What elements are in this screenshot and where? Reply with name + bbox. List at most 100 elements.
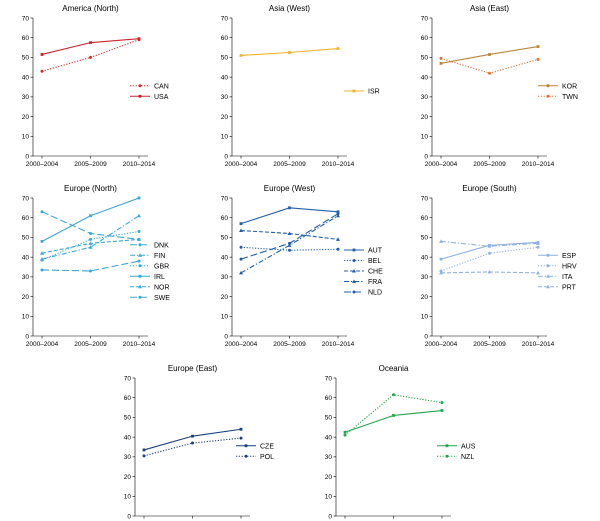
y-tick-label: 60 <box>22 35 30 42</box>
data-point <box>336 212 340 216</box>
series-aut <box>239 206 340 226</box>
y-tick-label: 30 <box>124 454 132 461</box>
series-pol <box>142 436 243 458</box>
legend: CAN USA <box>130 83 169 101</box>
x-tick-label: 2005–2009 <box>273 341 306 348</box>
legend-marker <box>138 274 142 278</box>
data-point <box>336 47 340 50</box>
legend-label: HRV <box>562 263 577 270</box>
data-point <box>40 251 44 255</box>
y-tick-label: 70 <box>22 15 30 22</box>
data-point <box>89 231 92 235</box>
y-tick-label: 0 <box>25 153 29 160</box>
x-tick-label: 2000–2004 <box>225 161 258 168</box>
y-tick-label: 70 <box>221 15 229 22</box>
legend-marker <box>546 253 550 257</box>
data-point <box>142 454 146 458</box>
legend: AUS NZL <box>437 443 476 461</box>
y-tick-label: 10 <box>22 314 30 321</box>
x-tick-label: 2005–2009 <box>74 161 107 168</box>
series-gbr <box>40 230 141 262</box>
y-tick-label: 70 <box>22 195 30 202</box>
y-tick-label: 20 <box>325 474 333 481</box>
y-tick-label: 0 <box>328 513 332 520</box>
legend-label: USA <box>154 94 169 101</box>
y-tick-label: 30 <box>22 94 30 101</box>
y-tick-label: 10 <box>124 494 132 501</box>
legend-label: CHE <box>368 269 383 276</box>
data-point <box>439 239 443 243</box>
legend-marker <box>352 269 356 273</box>
y-tick-label: 70 <box>421 15 429 22</box>
chart-title: Oceania <box>379 364 409 373</box>
data-point <box>440 409 444 412</box>
x-tick-label: 2005–2009 <box>273 161 306 168</box>
y-tick-label: 50 <box>22 235 30 242</box>
data-point <box>239 228 243 233</box>
data-point <box>343 430 347 434</box>
data-point <box>40 210 44 214</box>
y-tick-label: 10 <box>221 314 229 321</box>
data-point <box>488 53 491 56</box>
data-point <box>336 213 340 218</box>
data-point <box>88 245 93 249</box>
chart-title: Asia (West) <box>269 4 311 13</box>
legend-marker <box>244 454 248 458</box>
legend-marker <box>138 284 142 289</box>
series-line <box>344 394 443 436</box>
legend-marker <box>546 264 550 268</box>
data-point <box>439 61 443 65</box>
data-point <box>88 241 93 245</box>
legend: AUT BEL CHE FRA NLD <box>344 248 383 297</box>
y-tick-label: 40 <box>22 74 30 81</box>
data-point <box>239 245 243 249</box>
data-point <box>191 441 194 445</box>
series-line <box>440 246 539 272</box>
series-fra <box>239 213 340 275</box>
legend-label: AUS <box>461 443 476 450</box>
y-tick-label: 30 <box>22 274 30 281</box>
series-irl <box>40 196 141 243</box>
series-line <box>41 260 140 272</box>
legend-label: CZE <box>260 443 274 450</box>
data-point <box>239 257 243 261</box>
x-tick-label: 2000–2004 <box>225 341 258 348</box>
series-cze <box>142 427 243 452</box>
y-tick-label: 10 <box>325 494 333 501</box>
series-line <box>143 437 242 457</box>
y-tick-label: 60 <box>124 395 132 402</box>
legend-label: FIN <box>154 253 165 260</box>
y-tick-label: 70 <box>421 195 429 202</box>
data-point <box>239 54 243 57</box>
data-point <box>336 210 340 214</box>
data-point <box>137 237 141 241</box>
legend-label: POL <box>260 454 274 461</box>
y-tick-label: 0 <box>25 333 29 340</box>
series-hrv <box>439 245 540 273</box>
legend-marker <box>445 444 449 448</box>
data-point <box>336 247 340 251</box>
chart-panel-europe-north: Europe (North) 0 10 20 30 40 50 60 70 2000–2004 20… <box>22 184 171 348</box>
data-point <box>137 230 141 234</box>
series-line <box>41 39 140 72</box>
data-point <box>191 434 194 438</box>
data-point <box>343 433 347 437</box>
chart-panel-america-north: America (North) 0 10 20 30 40 50 60 70 2000–2004 2… <box>22 4 169 168</box>
chart-title: Europe (West) <box>264 184 316 193</box>
y-tick-label: 20 <box>124 474 132 481</box>
legend-marker <box>352 89 356 93</box>
data-point <box>487 269 492 274</box>
data-point <box>239 270 243 275</box>
data-point <box>439 257 443 261</box>
chart-title: Europe (East) <box>168 364 218 373</box>
y-tick-label: 70 <box>124 375 132 382</box>
y-tick-label: 20 <box>221 294 229 301</box>
legend-label: ISR <box>368 89 380 96</box>
series-line <box>240 213 339 260</box>
legend: KOR TWN <box>538 83 578 101</box>
legend-label: CAN <box>154 83 169 90</box>
legend-label: FRA <box>368 279 382 286</box>
data-point <box>239 427 243 431</box>
y-tick-label: 0 <box>127 513 131 520</box>
legend-label: KOR <box>562 83 577 90</box>
